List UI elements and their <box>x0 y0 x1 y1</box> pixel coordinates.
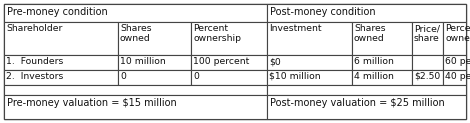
Text: Shares
owned: Shares owned <box>120 24 152 43</box>
Text: Shareholder: Shareholder <box>6 24 63 33</box>
Bar <box>352 22 412 55</box>
Text: Pre-money condition: Pre-money condition <box>7 7 108 17</box>
Text: 4 million: 4 million <box>354 72 394 81</box>
Text: 0: 0 <box>120 72 126 81</box>
Bar <box>4 55 118 70</box>
Bar <box>4 70 118 85</box>
Text: Investment: Investment <box>269 24 321 33</box>
Text: 6 million: 6 million <box>354 57 394 66</box>
Text: Post-money condition: Post-money condition <box>270 7 376 17</box>
Text: 100 percent: 100 percent <box>193 57 249 66</box>
Text: 0: 0 <box>193 72 199 81</box>
Bar <box>352 55 412 70</box>
Bar <box>118 55 191 70</box>
Text: $0: $0 <box>269 57 281 66</box>
Text: 1.  Founders: 1. Founders <box>6 57 63 66</box>
Bar <box>443 70 466 85</box>
Text: $10 million: $10 million <box>269 72 321 81</box>
Bar <box>118 70 191 85</box>
Bar <box>4 4 267 22</box>
Bar <box>4 85 267 95</box>
Bar <box>191 55 267 70</box>
Text: Shares
owned: Shares owned <box>354 24 385 43</box>
Bar <box>267 95 466 119</box>
Bar <box>267 55 352 70</box>
Bar <box>4 22 118 55</box>
Text: Percent
ownership: Percent ownership <box>445 24 470 43</box>
Bar <box>4 95 267 119</box>
Bar <box>191 70 267 85</box>
Text: Post-money valuation = $25 million: Post-money valuation = $25 million <box>270 98 445 108</box>
Text: Percent
ownership: Percent ownership <box>193 24 241 43</box>
Bar <box>443 55 466 70</box>
Bar <box>118 22 191 55</box>
Bar <box>443 22 466 55</box>
Text: Pre-money valuation = $15 million: Pre-money valuation = $15 million <box>7 98 177 108</box>
Bar <box>267 70 352 85</box>
Bar <box>412 22 443 55</box>
Text: 2.  Investors: 2. Investors <box>6 72 63 81</box>
Text: 60 percent: 60 percent <box>445 57 470 66</box>
Bar <box>267 22 352 55</box>
Text: $2.50: $2.50 <box>414 72 440 81</box>
Bar <box>412 55 443 70</box>
Text: 10 million: 10 million <box>120 57 166 66</box>
Bar <box>352 70 412 85</box>
Bar <box>412 70 443 85</box>
Bar <box>267 4 466 22</box>
Bar <box>191 22 267 55</box>
Text: 40 percent: 40 percent <box>445 72 470 81</box>
Bar <box>267 85 466 95</box>
Text: Price/
share: Price/ share <box>414 24 440 43</box>
